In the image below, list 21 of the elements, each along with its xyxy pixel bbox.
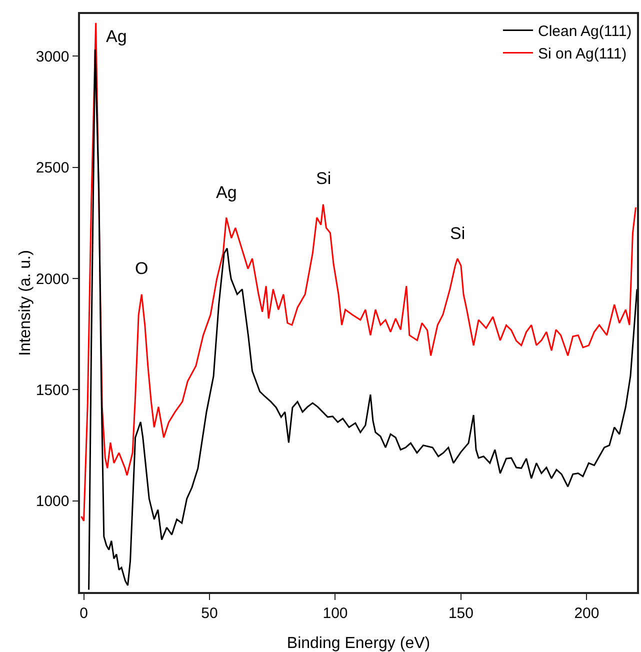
annotation: Si bbox=[316, 169, 332, 188]
annotation: O bbox=[135, 259, 148, 278]
x-tick-label: 50 bbox=[201, 604, 218, 622]
y-tick-label: 3000 bbox=[36, 48, 70, 66]
x-tick-label: 0 bbox=[80, 604, 88, 622]
annotation: Ag bbox=[106, 27, 127, 46]
y-tick-label: 1000 bbox=[36, 493, 70, 510]
annotation: Si bbox=[450, 224, 466, 243]
x-axis-title: Binding Energy (eV) bbox=[286, 635, 430, 652]
x-tick-label: 150 bbox=[448, 604, 474, 622]
annotation: Ag bbox=[216, 183, 237, 202]
y-tick-label: 2500 bbox=[36, 160, 70, 177]
legend-label: Si on Ag(111) bbox=[538, 46, 627, 63]
x-tick-label: 100 bbox=[322, 604, 348, 622]
y-tick-label: 1500 bbox=[36, 382, 70, 399]
legend-label: Clean Ag(111) bbox=[538, 23, 632, 40]
x-tick-label: 200 bbox=[574, 604, 600, 622]
line-series bbox=[88, 48, 637, 591]
y-axis-title: Intensity (a. u.) bbox=[16, 250, 34, 356]
line-series bbox=[80, 22, 636, 522]
y-tick-label: 2000 bbox=[36, 270, 70, 288]
